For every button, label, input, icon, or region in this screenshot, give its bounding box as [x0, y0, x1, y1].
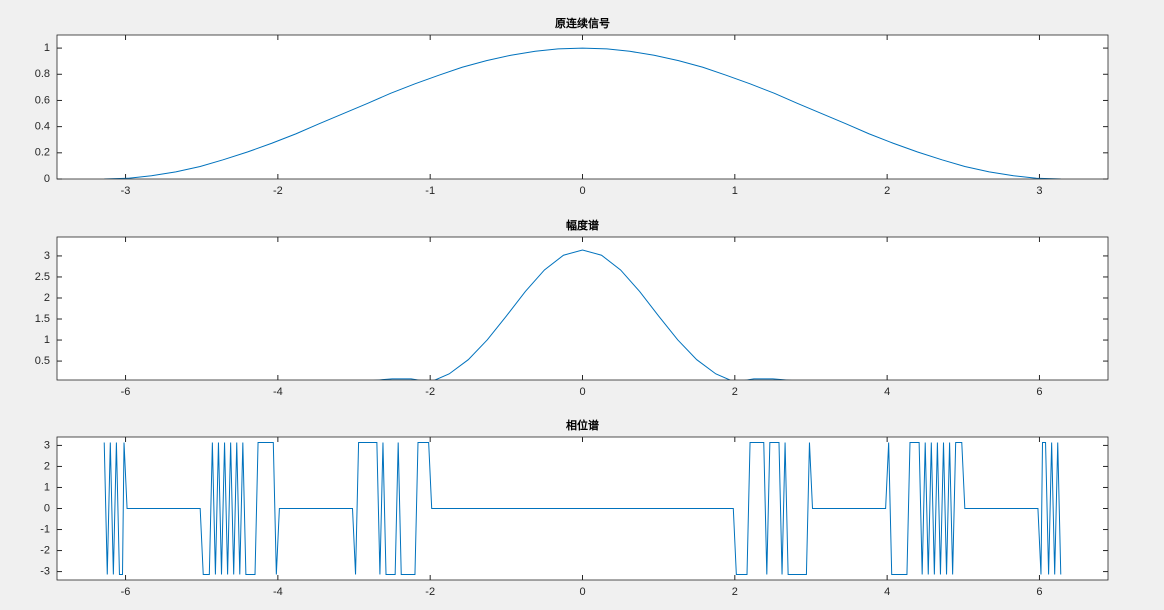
x-tick-label: 6: [1036, 386, 1042, 398]
x-tick-label: 4: [884, 386, 890, 398]
chart-title: 原连续信号: [555, 16, 610, 30]
plot-area: [103, 441, 1062, 576]
data-line: [372, 249, 793, 380]
y-tick-label: 0.8: [35, 68, 50, 80]
x-tick-label: -3: [121, 185, 131, 197]
y-tick-label: 3: [44, 250, 50, 262]
x-tick-label: -6: [121, 586, 131, 598]
data-line: [104, 47, 1061, 179]
x-tick-label: 0: [579, 386, 585, 398]
data-line: [103, 441, 1062, 576]
y-tick-label: 0.5: [35, 355, 50, 367]
plot-area: [104, 47, 1061, 179]
x-tick-label: 0: [579, 586, 585, 598]
x-tick-label: 3: [1036, 185, 1042, 197]
y-tick-label: 3: [44, 439, 50, 451]
y-tick-label: 0: [44, 502, 50, 514]
y-tick-label: 0.4: [35, 121, 50, 133]
y-tick-label: 1.5: [35, 313, 50, 325]
chart-title: 幅度谱: [566, 218, 599, 232]
x-tick-label: -2: [273, 185, 283, 197]
axes-box: [56, 236, 1109, 381]
y-tick-label: 1: [44, 481, 50, 493]
y-tick-label: 1: [44, 334, 50, 346]
axes-background: [57, 237, 1108, 380]
x-tick-label: -4: [273, 586, 283, 598]
x-tick-label: 2: [732, 386, 738, 398]
y-tick-label: -1: [40, 523, 50, 535]
y-tick-label: 1: [44, 42, 50, 54]
x-tick-label: 2: [884, 185, 890, 197]
x-tick-label: 4: [884, 586, 890, 598]
axes-background: [57, 35, 1108, 179]
y-tick-label: 0.2: [35, 147, 50, 159]
y-tick-label: 0.6: [35, 94, 50, 106]
axes-box: [56, 436, 1109, 581]
x-tick-label: -2: [425, 586, 435, 598]
plot-area: [372, 249, 793, 380]
x-tick-label: -1: [425, 185, 435, 197]
chart-title: 相位谱: [566, 418, 599, 432]
x-tick-label: 6: [1036, 586, 1042, 598]
x-tick-label: 1: [732, 185, 738, 197]
y-tick-label: 2: [44, 292, 50, 304]
y-tick-label: 2: [44, 460, 50, 472]
axes-box: [56, 34, 1109, 180]
x-tick-label: -6: [121, 386, 131, 398]
y-tick-label: 2.5: [35, 271, 50, 283]
y-tick-label: -3: [40, 565, 50, 577]
x-tick-label: 0: [579, 185, 585, 197]
x-tick-label: -4: [273, 386, 283, 398]
x-tick-label: -2: [425, 386, 435, 398]
x-tick-label: 2: [732, 586, 738, 598]
y-tick-label: 0: [44, 173, 50, 185]
y-tick-label: -2: [40, 544, 50, 556]
